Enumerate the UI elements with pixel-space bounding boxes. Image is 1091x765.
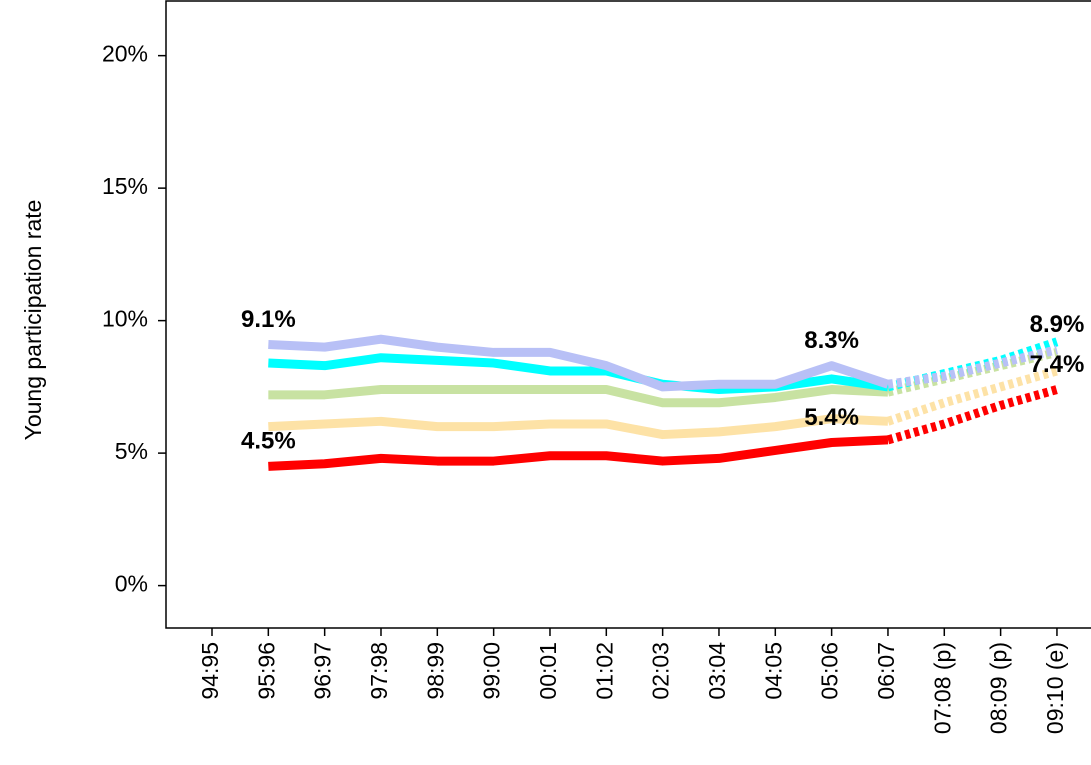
x-tick-label: 05:06	[817, 642, 843, 700]
x-tick-label: 99:00	[479, 642, 505, 700]
x-tick-label: 97:98	[366, 642, 392, 700]
x-tick-label: 02:03	[648, 642, 674, 700]
y-tick-label: 0%	[115, 571, 148, 597]
projected-line	[886, 385, 1059, 445]
series-line	[268, 435, 889, 471]
x-tick-label: 09:10 (e)	[1042, 642, 1068, 734]
projected-line	[886, 348, 1058, 397]
x-tick-label: 04:05	[760, 642, 786, 700]
projected-line	[886, 366, 1059, 426]
value-label: 4.5%	[241, 428, 296, 455]
y-tick-label: 20%	[102, 41, 148, 67]
x-tick-label: 03:04	[704, 642, 730, 700]
value-label: 9.1%	[241, 306, 296, 333]
x-tick-label: 06:07	[873, 642, 899, 700]
series-line	[268, 414, 889, 440]
y-tick-label: 5%	[115, 438, 148, 464]
x-tick-label: 96:97	[310, 642, 336, 700]
y-axis-label: Young participation rate	[20, 200, 46, 441]
x-tick-label: 08:09 (p)	[986, 642, 1012, 734]
y-tick-label: 15%	[102, 173, 148, 199]
value-label: 7.4%	[1030, 351, 1085, 378]
y-tick-label: 10%	[102, 306, 148, 332]
value-label: 8.3%	[804, 327, 859, 354]
x-tick-label: 07:08 (p)	[929, 642, 955, 734]
x-tick-label: 95:96	[253, 642, 279, 700]
projected-line	[887, 345, 1058, 389]
x-tick-label: 98:99	[422, 642, 448, 700]
value-label: 8.9%	[1030, 311, 1085, 338]
x-tick-label: 00:01	[535, 642, 561, 700]
x-tick-label: 01:02	[591, 642, 617, 700]
value-label: 5.4%	[804, 404, 859, 431]
series-line	[268, 334, 890, 392]
x-tick-label: 94:95	[197, 642, 223, 700]
series-line	[268, 385, 889, 408]
plot-frame	[165, 0, 1091, 629]
